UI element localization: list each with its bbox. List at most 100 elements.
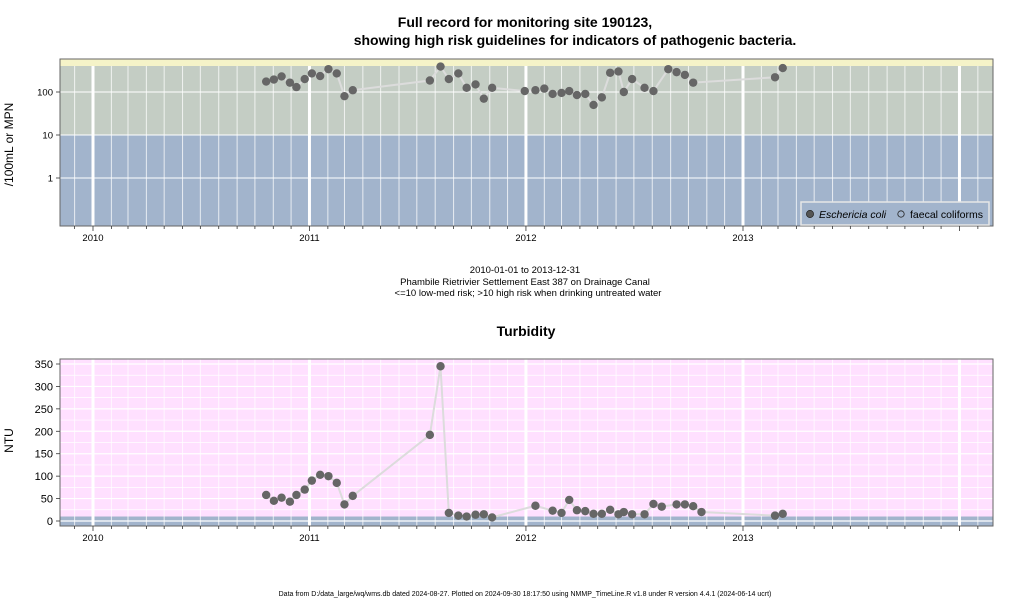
ecoli-data-point: [557, 88, 566, 98]
ecoli-data-point: [348, 86, 357, 95]
ecoli-data-point: [664, 64, 673, 74]
turbidity-data-point: [605, 505, 615, 514]
turbidity-data-point: [627, 510, 637, 519]
ecoli-data-point: [531, 86, 540, 95]
ecoli-axes: 1 10 100 2010 2011 2012 2013: [37, 88, 979, 244]
turbidity-points: [261, 362, 787, 522]
turbidity-data-point: [572, 506, 582, 515]
ecoli-data-point: [548, 89, 557, 99]
turbidity-data-point: [332, 478, 341, 488]
ecoli-data-point: [672, 67, 681, 77]
y-tick-label: 350: [35, 359, 53, 371]
turbidity-data-point: [307, 476, 317, 485]
ecoli-grid: [60, 66, 993, 226]
turbidity-data-point: [479, 510, 489, 519]
ecoli-data-point: [649, 86, 658, 96]
turbidity-data-point: [471, 510, 480, 519]
turbidity-y-axis-label: NTU: [2, 428, 16, 453]
turbidity-data-point: [269, 496, 279, 506]
turbidity-data-point: [565, 495, 574, 505]
ecoli-data-point: [581, 89, 590, 99]
turbidity-data-point: [348, 491, 357, 501]
turbidity-data-point: [285, 497, 295, 506]
ecoli-panel: 1 10 100 2010 2011 2012 2013 /100mL or MPN Esc…: [2, 58, 994, 244]
ecoli-data-point: [340, 91, 349, 101]
turbidity-data-point: [680, 500, 690, 509]
y-tick-label: 100: [37, 88, 53, 99]
caption-risk-note: <=10 low-med risk; >10 high risk when dr…: [395, 288, 662, 299]
turbidity-data-point: [261, 490, 271, 500]
y-tick-label: 10: [42, 131, 53, 142]
turbidity-data-point: [597, 509, 607, 519]
turbidity-data-point: [324, 471, 333, 481]
y-tick-label: 1: [48, 174, 53, 185]
ecoli-data-point: [269, 75, 279, 84]
ecoli-data-point: [565, 86, 574, 96]
guideline-zone-top: [60, 59, 993, 66]
ecoli-data-point: [300, 74, 309, 84]
ecoli-data-point: [688, 78, 698, 87]
turbidity-data-point: [657, 502, 666, 511]
ecoli-data-point: [307, 69, 317, 78]
ecoli-data-point: [520, 86, 529, 96]
turbidity-data-point: [619, 507, 628, 517]
ecoli-data-point: [277, 72, 286, 81]
y-tick-label: 50: [41, 494, 53, 506]
ecoli-data-point: [479, 94, 489, 103]
x-tick-label: 2013: [732, 533, 753, 544]
y-tick-label: 200: [35, 426, 53, 438]
turbidity-data-point: [487, 513, 497, 522]
turbidity-data-point: [649, 499, 658, 509]
ecoli-data-point: [605, 68, 615, 77]
ecoli-data-point: [589, 100, 598, 110]
ecoli-points: [261, 62, 787, 110]
y-tick-label: 100: [35, 471, 53, 483]
legend-ecoli-label: Eschericia coli: [819, 209, 887, 221]
ecoli-data-point: [572, 90, 582, 100]
turbidity-data-point: [672, 500, 681, 509]
turbidity-data-point: [315, 470, 325, 479]
ecoli-data-point: [462, 83, 471, 93]
turbidity-data-point: [436, 362, 445, 371]
turbidity-data-point: [688, 501, 698, 511]
x-tick-label: 2012: [515, 533, 536, 544]
turbidity-data-point: [697, 507, 706, 517]
turbidity-plot-frame: [59, 358, 994, 527]
ecoli-data-point: [471, 80, 480, 89]
y-tick-label: 150: [35, 449, 53, 461]
turbidity-data-point: [462, 512, 471, 521]
legend-open-circle-icon: [897, 210, 905, 218]
ecoli-data-point: [619, 87, 628, 97]
ecoli-data-point: [597, 93, 607, 102]
legend-box: [800, 201, 990, 226]
turbidity-data-point: [444, 508, 454, 518]
y-tick-label: 0: [47, 516, 53, 528]
chart-title-line2: showing high risk guidelines for indicat…: [354, 32, 797, 48]
ecoli-plot-frame: [59, 58, 994, 227]
turbidity-data-point: [340, 500, 349, 509]
ecoli-data-point: [444, 74, 454, 84]
turbidity-axes: 0 50 100 150 200 250 300 350 2010 2011 2012 2013: [35, 359, 979, 544]
x-tick-label: 2011: [299, 233, 319, 244]
caption-date-range: 2010-01-01 to 2013-12-31: [470, 265, 580, 276]
ecoli-data-point: [315, 71, 325, 81]
x-tick-label: 2013: [732, 233, 753, 244]
ecoli-data-point: [261, 77, 271, 86]
turbidity-title: Turbidity: [497, 323, 556, 339]
ecoli-data-point: [778, 63, 787, 73]
ecoli-data-point: [487, 83, 497, 93]
turbidity-data-point: [557, 508, 566, 518]
turbidity-panel: 0 50 100 150 200 250 300 350 2010 2011 2012 2013 NT…: [2, 358, 994, 544]
ecoli-data-point: [324, 64, 333, 74]
legend-filled-circle-icon: [806, 210, 814, 218]
x-tick-label: 2010: [82, 533, 103, 544]
caption-site-name: Phambile Rietrivier Settlement East 387 …: [400, 277, 650, 288]
turbidity-data-point: [454, 511, 463, 520]
x-tick-label: 2011: [299, 533, 319, 544]
turbidity-data-point: [425, 430, 435, 440]
ecoli-data-point: [332, 69, 341, 78]
ecoli-y-axis-label: /100mL or MPN: [2, 103, 16, 187]
y-tick-label: 300: [35, 381, 53, 393]
ecoli-data-point: [436, 62, 445, 71]
